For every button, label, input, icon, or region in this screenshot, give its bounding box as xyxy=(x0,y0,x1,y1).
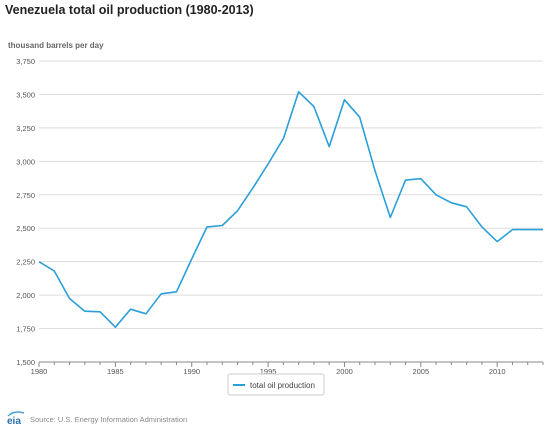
y-tick-label: 3,750 xyxy=(16,57,35,66)
y-tick-label: 2,250 xyxy=(16,258,35,267)
data-point xyxy=(267,163,269,165)
data-point xyxy=(374,170,376,172)
y-tick-label: 3,000 xyxy=(16,157,35,166)
logo-text: eia xyxy=(7,416,21,426)
data-point xyxy=(450,202,452,204)
data-point xyxy=(221,225,223,227)
data-point xyxy=(496,241,498,243)
data-point xyxy=(114,326,116,328)
series-line-total-oil-production xyxy=(38,91,543,329)
y-axis-ticks: 1,500 1,750 2,000 2,250 2,500 2,750 3,000 3,250… xyxy=(16,57,35,367)
legend-box xyxy=(227,373,325,396)
legend[interactable]: total oil production xyxy=(227,373,325,396)
data-point xyxy=(252,187,254,189)
x-tick-label: 2005 xyxy=(412,367,429,376)
data-point xyxy=(389,217,391,219)
x-tick-label: 2010 xyxy=(489,367,506,376)
x-tick-label: 1980 xyxy=(31,367,48,376)
data-point xyxy=(313,106,315,108)
y-tick-label: 1,500 xyxy=(16,358,35,367)
data-point xyxy=(344,99,346,101)
x-tick-label: 1990 xyxy=(183,367,200,376)
data-point xyxy=(84,310,86,312)
data-point xyxy=(420,178,422,180)
x-tick-label: 2000 xyxy=(336,367,353,376)
data-point xyxy=(69,298,71,300)
data-point xyxy=(435,194,437,196)
series-lines xyxy=(38,91,544,329)
chart-title: Venezuela total oil production (1980-201… xyxy=(5,3,254,17)
logo-swoosh xyxy=(7,411,25,417)
data-point xyxy=(359,116,361,118)
y-tick-label: 3,500 xyxy=(16,90,35,99)
x-tick-label: 1995 xyxy=(260,367,277,376)
legend-label: total oil production xyxy=(250,381,315,390)
data-point xyxy=(176,291,178,293)
data-point xyxy=(145,313,147,315)
y-tick-label: 2,500 xyxy=(16,224,35,233)
data-point xyxy=(481,226,483,228)
y-tick-label: 1,750 xyxy=(16,325,35,334)
eia-logo: eia xyxy=(7,411,25,426)
y-tick-label: 2,000 xyxy=(16,291,35,300)
data-point xyxy=(298,91,300,93)
grid-lines xyxy=(39,60,543,363)
data-point xyxy=(206,226,208,228)
data-point xyxy=(99,311,101,313)
data-point xyxy=(512,229,514,231)
data-point xyxy=(542,229,544,231)
data-point xyxy=(328,146,330,148)
x-axis-ticks: 1980 1985 1990 1995 2000 2005 2010 xyxy=(31,362,544,376)
source-note: Source: U.S. Energy Information Administ… xyxy=(30,415,188,424)
data-point xyxy=(237,210,239,212)
data-point xyxy=(527,229,529,231)
x-tick-label: 1985 xyxy=(107,367,124,376)
data-point xyxy=(130,308,132,310)
data-point xyxy=(53,270,55,272)
data-point xyxy=(466,206,468,208)
data-point xyxy=(405,179,407,181)
y-axis-units-label: thousand barrels per day xyxy=(8,41,104,50)
data-point xyxy=(38,261,40,263)
y-tick-label: 3,250 xyxy=(16,124,35,133)
y-tick-label: 2,750 xyxy=(16,191,35,200)
data-point xyxy=(160,293,162,295)
data-point xyxy=(191,258,193,260)
data-point xyxy=(282,138,284,140)
